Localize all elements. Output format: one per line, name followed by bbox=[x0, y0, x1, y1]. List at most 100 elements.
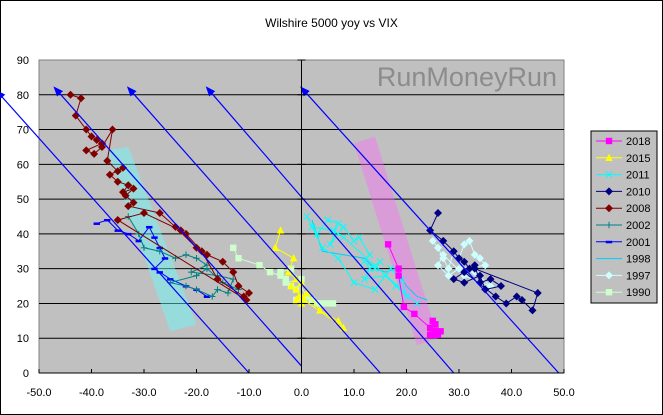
x-tick-label: 10.0 bbox=[343, 387, 364, 399]
data-point bbox=[282, 279, 289, 286]
data-point bbox=[449, 275, 458, 284]
legend-label: 2008 bbox=[626, 203, 650, 215]
data-point bbox=[234, 282, 243, 291]
data-point bbox=[113, 167, 122, 176]
data-point bbox=[284, 267, 293, 276]
data-point bbox=[334, 316, 342, 325]
data-point bbox=[151, 267, 158, 271]
data-point bbox=[114, 229, 121, 232]
x-tick-label: 40.0 bbox=[501, 387, 522, 399]
data-point bbox=[316, 306, 324, 314]
data-point bbox=[444, 271, 453, 280]
x-tick-label: 0.0 bbox=[294, 387, 309, 399]
y-tick-label: 60 bbox=[17, 159, 29, 171]
series-2018 bbox=[384, 241, 444, 338]
data-point bbox=[197, 247, 206, 256]
y-tick-label: 80 bbox=[17, 90, 29, 102]
x-tick-label: 30.0 bbox=[448, 387, 469, 399]
highlight-band bbox=[107, 146, 197, 332]
legend-item-2018: 2018 bbox=[596, 136, 650, 148]
data-point bbox=[605, 271, 613, 280]
data-point bbox=[384, 241, 392, 248]
data-point bbox=[605, 137, 613, 145]
x-tick-label: 50.0 bbox=[553, 387, 574, 399]
data-point bbox=[135, 239, 142, 243]
data-point bbox=[334, 254, 342, 262]
data-point bbox=[146, 225, 153, 229]
x-tick-label: -30.0 bbox=[131, 387, 156, 399]
axes: -50.0 -40.0 -30.0 -20.0 -10.0 0.0 10.0 20.0 30.0… bbox=[17, 55, 575, 399]
data-point bbox=[428, 236, 437, 245]
data-point bbox=[230, 244, 237, 251]
data-point bbox=[470, 250, 479, 259]
data-point bbox=[605, 187, 613, 196]
data-point bbox=[245, 289, 253, 298]
data-point bbox=[289, 254, 298, 262]
watermark-text: RunMoneyRun bbox=[377, 62, 557, 92]
data-point bbox=[256, 261, 263, 269]
highlight-bands bbox=[107, 136, 438, 346]
data-point bbox=[366, 251, 374, 259]
data-point bbox=[108, 125, 117, 134]
data-point bbox=[413, 299, 421, 307]
data-point bbox=[476, 254, 484, 263]
data-point bbox=[334, 219, 342, 228]
trend-arrow bbox=[126, 86, 381, 374]
data-point bbox=[387, 265, 395, 273]
data-point bbox=[66, 90, 75, 99]
x-tick-label: -40.0 bbox=[79, 387, 104, 399]
data-point bbox=[105, 170, 114, 179]
data-point bbox=[303, 212, 311, 221]
data-point bbox=[167, 278, 174, 281]
y-tick-label: 50 bbox=[17, 194, 29, 206]
data-point bbox=[319, 300, 326, 307]
data-point bbox=[295, 292, 303, 300]
data-point bbox=[113, 215, 122, 224]
data-point bbox=[318, 244, 327, 252]
data-point bbox=[402, 292, 411, 301]
data-point bbox=[371, 285, 379, 294]
data-point bbox=[605, 171, 613, 179]
data-point bbox=[460, 278, 469, 287]
data-point bbox=[426, 324, 434, 331]
data-point bbox=[439, 250, 448, 259]
data-point bbox=[465, 264, 474, 273]
data-point bbox=[287, 281, 295, 290]
data-point bbox=[360, 275, 369, 283]
data-point bbox=[528, 306, 537, 315]
data-point bbox=[155, 209, 164, 218]
data-point bbox=[411, 310, 418, 318]
data-point bbox=[271, 243, 279, 251]
data-point bbox=[355, 233, 363, 241]
data-point bbox=[129, 198, 138, 207]
data-point bbox=[605, 289, 613, 296]
data-point bbox=[213, 275, 222, 284]
data-point bbox=[303, 288, 311, 297]
data-point bbox=[308, 223, 316, 231]
trend-arrow bbox=[53, 86, 302, 367]
data-point bbox=[324, 300, 331, 307]
data-point bbox=[366, 265, 374, 273]
data-point bbox=[324, 216, 332, 224]
data-point bbox=[329, 300, 337, 307]
data-point bbox=[140, 209, 148, 218]
data-point bbox=[313, 230, 321, 238]
y-tick-label: 40 bbox=[17, 229, 29, 241]
data-point bbox=[350, 237, 358, 245]
data-point bbox=[282, 275, 289, 283]
data-point bbox=[381, 272, 390, 280]
legend-item-2002: 2002 bbox=[596, 220, 650, 232]
trend-arrow bbox=[0, 89, 250, 374]
data-point bbox=[481, 285, 490, 294]
data-point bbox=[292, 285, 300, 293]
data-point bbox=[491, 292, 500, 301]
data-point bbox=[476, 278, 484, 287]
data-point bbox=[300, 295, 308, 304]
data-point bbox=[350, 279, 358, 287]
legend-item-1997: 1997 bbox=[596, 270, 650, 282]
data-point bbox=[93, 222, 100, 225]
legend-box bbox=[590, 130, 658, 304]
data-point bbox=[124, 202, 133, 211]
x-tick-label: -10.0 bbox=[236, 387, 261, 399]
data-point bbox=[121, 191, 130, 200]
